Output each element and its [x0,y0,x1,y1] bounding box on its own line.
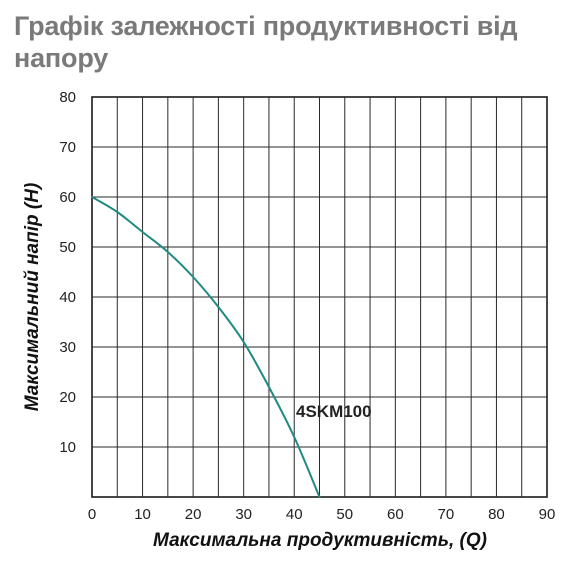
y-tick-label: 30 [59,339,76,356]
x-tick-label: 80 [488,506,505,523]
y-axis-title: Максимальний напір (H) [22,183,43,412]
chart-title: Графік залежності продуктивності від нап… [14,11,518,73]
x-axis-title: Максимальна продуктивність, (Q) [153,530,487,551]
x-tick-label: 90 [539,506,556,523]
x-tick-label: 0 [88,506,96,523]
x-tick-label: 60 [387,506,404,523]
y-tick-label: 80 [59,89,76,106]
grid-lines [92,97,547,497]
x-tick-label: 20 [185,506,202,523]
y-tick-label: 20 [59,389,76,406]
y-tick-label: 70 [59,139,76,156]
y-tick-label: 50 [59,239,76,256]
x-tick-label: 10 [134,506,151,523]
y-tick-label: 60 [59,189,76,206]
series-label-4skm100: 4SKM100 [296,402,372,421]
tick-labels: 0 10 20 30 40 50 60 70 80 90 10 20 30 40 50 60 70 80 [59,89,555,523]
x-tick-label: 30 [235,506,252,523]
x-tick-label: 40 [286,506,303,523]
x-tick-label: 50 [336,506,353,523]
y-tick-label: 40 [59,289,76,306]
y-tick-label: 10 [59,439,76,456]
x-tick-label: 70 [438,506,455,523]
series-lines [91,196,321,498]
series-line-4skm100 [91,196,321,498]
